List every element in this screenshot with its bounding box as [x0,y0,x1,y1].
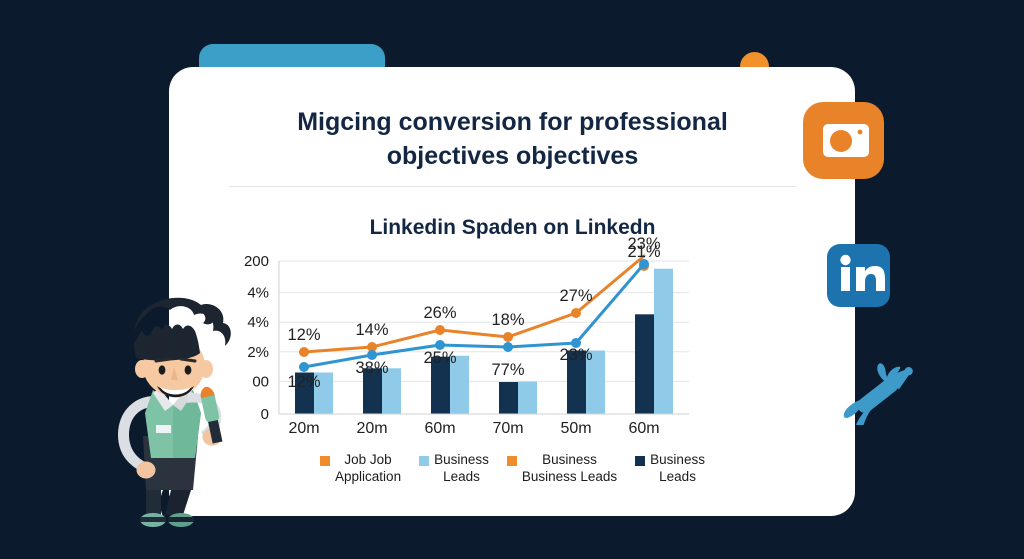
svg-text:14%: 14% [355,321,388,339]
svg-text:20m: 20m [288,420,319,437]
svg-text:60m: 60m [628,420,659,437]
svg-text:38%: 38% [355,359,388,377]
svg-text:25%: 25% [423,349,456,367]
svg-text:77%: 77% [491,361,524,379]
svg-text:20m: 20m [356,420,387,437]
svg-text:50m: 50m [560,420,591,437]
svg-text:18%: 18% [491,311,524,329]
svg-text:27%: 27% [559,287,592,305]
svg-text:00: 00 [252,373,269,390]
svg-text:0: 0 [261,406,269,423]
svg-text:60m: 60m [424,420,455,437]
svg-text:12%: 12% [287,326,320,344]
svg-text:26%: 26% [423,304,456,322]
svg-text:23%: 23% [559,346,592,364]
svg-text:21%: 21% [627,243,660,261]
svg-text:200: 200 [244,253,269,270]
svg-text:70m: 70m [492,420,523,437]
svg-text:12%: 12% [287,373,320,391]
